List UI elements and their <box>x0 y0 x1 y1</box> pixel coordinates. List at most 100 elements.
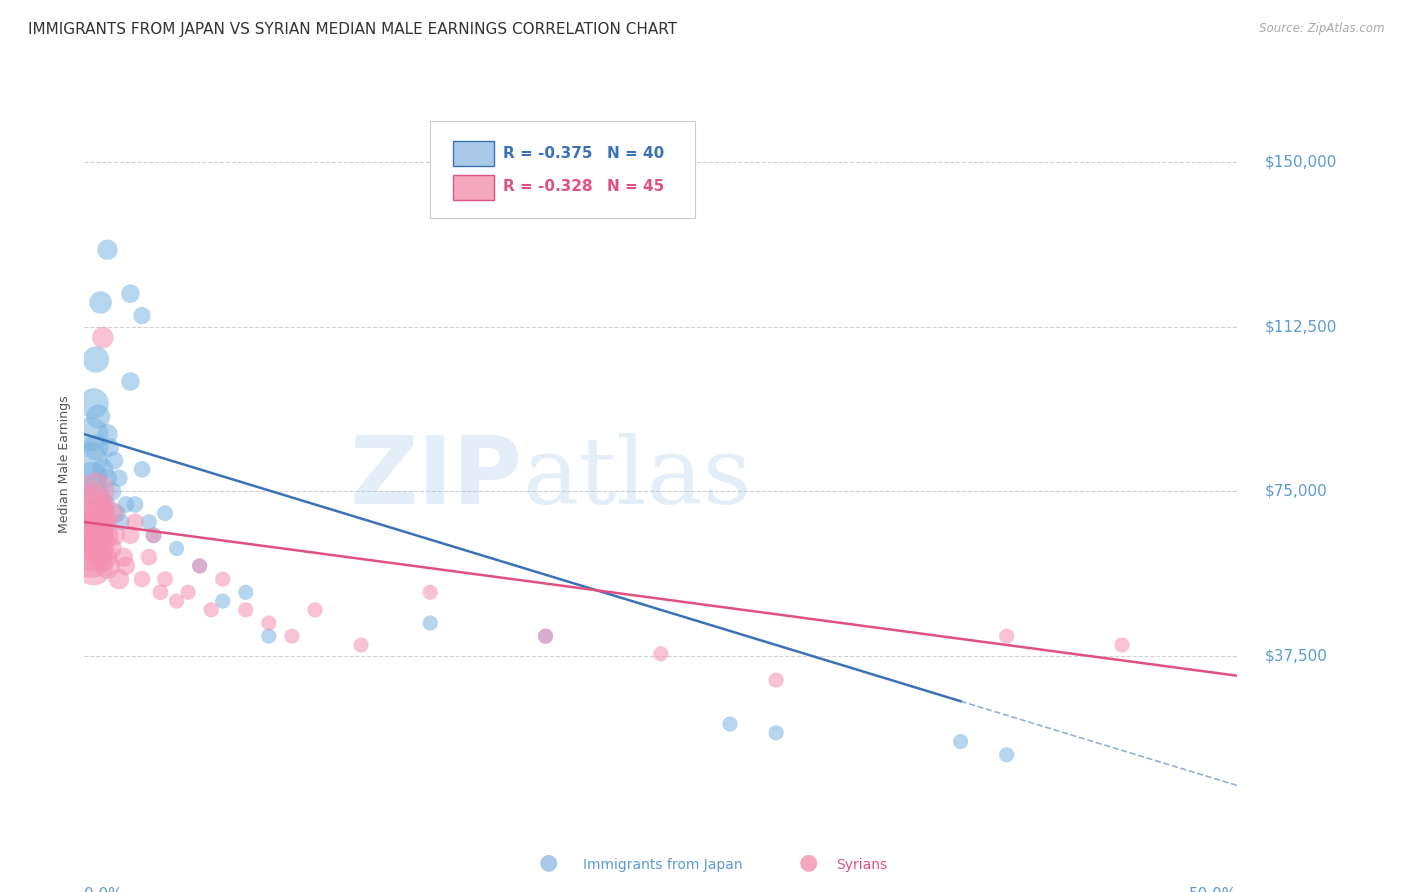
Point <box>91 330 114 344</box>
Point <box>94 498 117 512</box>
Point <box>96 471 118 485</box>
Point <box>84 528 107 542</box>
Point <box>120 528 142 542</box>
Text: R = -0.328: R = -0.328 <box>503 179 592 194</box>
Point <box>77 541 100 556</box>
Point <box>304 603 326 617</box>
Point <box>103 453 125 467</box>
Point <box>96 243 118 257</box>
Point <box>419 585 441 599</box>
Text: Immigrants from Japan: Immigrants from Japan <box>583 858 744 872</box>
Point <box>83 558 105 573</box>
Point <box>211 572 233 586</box>
Point <box>115 558 138 573</box>
Point <box>257 629 280 643</box>
Point <box>83 484 105 499</box>
FancyBboxPatch shape <box>430 121 696 218</box>
Point <box>89 515 111 529</box>
Point <box>87 541 110 556</box>
Text: $112,500: $112,500 <box>1265 319 1337 334</box>
Point <box>188 558 211 573</box>
Point <box>96 558 118 573</box>
Point <box>115 498 138 512</box>
Text: $37,500: $37,500 <box>1265 648 1327 664</box>
Point <box>142 528 165 542</box>
Point <box>91 550 114 565</box>
Text: R = -0.375: R = -0.375 <box>503 146 592 161</box>
Text: IMMIGRANTS FROM JAPAN VS SYRIAN MEDIAN MALE EARNINGS CORRELATION CHART: IMMIGRANTS FROM JAPAN VS SYRIAN MEDIAN M… <box>28 22 678 37</box>
FancyBboxPatch shape <box>453 175 494 200</box>
Text: $75,000: $75,000 <box>1265 483 1327 499</box>
Point <box>80 427 103 442</box>
Text: Syrians: Syrians <box>837 858 887 872</box>
Point <box>177 585 200 599</box>
Point <box>87 409 110 424</box>
Point <box>765 726 787 740</box>
Point <box>94 528 117 542</box>
Point <box>166 594 188 608</box>
Point <box>98 541 121 556</box>
Point <box>101 484 124 499</box>
Text: ZIP: ZIP <box>350 432 523 524</box>
Point <box>281 629 304 643</box>
Point <box>534 629 557 643</box>
Text: N = 40: N = 40 <box>606 146 664 161</box>
Point <box>108 471 131 485</box>
Point <box>80 471 103 485</box>
Point <box>77 453 100 467</box>
Point <box>949 734 972 748</box>
Point <box>153 572 176 586</box>
Point <box>108 572 131 586</box>
Text: ●: ● <box>538 853 558 872</box>
Point <box>138 550 160 565</box>
Point <box>995 747 1018 762</box>
Point <box>142 528 165 542</box>
Text: 50.0%: 50.0% <box>1189 887 1237 892</box>
Point <box>235 603 257 617</box>
Point <box>153 506 176 520</box>
Point <box>131 309 153 323</box>
Point <box>101 506 124 520</box>
Point <box>105 506 128 520</box>
Point <box>124 515 146 529</box>
Point <box>91 462 114 476</box>
Point <box>110 515 132 529</box>
Point <box>80 550 103 565</box>
Point <box>131 572 153 586</box>
Point <box>718 717 741 731</box>
Point <box>149 585 172 599</box>
Point <box>96 427 118 442</box>
Point <box>84 352 107 367</box>
Y-axis label: Median Male Earnings: Median Male Earnings <box>58 395 72 533</box>
Point <box>124 498 146 512</box>
Point <box>112 550 135 565</box>
Point <box>80 498 103 512</box>
Point <box>257 615 280 630</box>
Point <box>89 295 111 310</box>
Point <box>419 615 441 630</box>
Text: atlas: atlas <box>523 434 752 523</box>
Point <box>103 528 125 542</box>
Point <box>77 528 100 542</box>
Point <box>765 673 787 687</box>
Point <box>120 375 142 389</box>
Point <box>87 506 110 520</box>
Point <box>1111 638 1133 652</box>
Point <box>76 506 98 520</box>
Point <box>83 396 105 410</box>
Point <box>120 286 142 301</box>
FancyBboxPatch shape <box>453 141 494 166</box>
Point <box>995 629 1018 643</box>
Text: $150,000: $150,000 <box>1265 154 1337 169</box>
Point <box>98 441 121 455</box>
Text: Source: ZipAtlas.com: Source: ZipAtlas.com <box>1260 22 1385 36</box>
Point <box>138 515 160 529</box>
Text: ●: ● <box>799 853 818 872</box>
Point <box>650 647 672 661</box>
Point <box>84 484 107 499</box>
Point <box>200 603 222 617</box>
Point <box>534 629 557 643</box>
Point <box>131 462 153 476</box>
Point <box>188 558 211 573</box>
Point <box>83 515 105 529</box>
